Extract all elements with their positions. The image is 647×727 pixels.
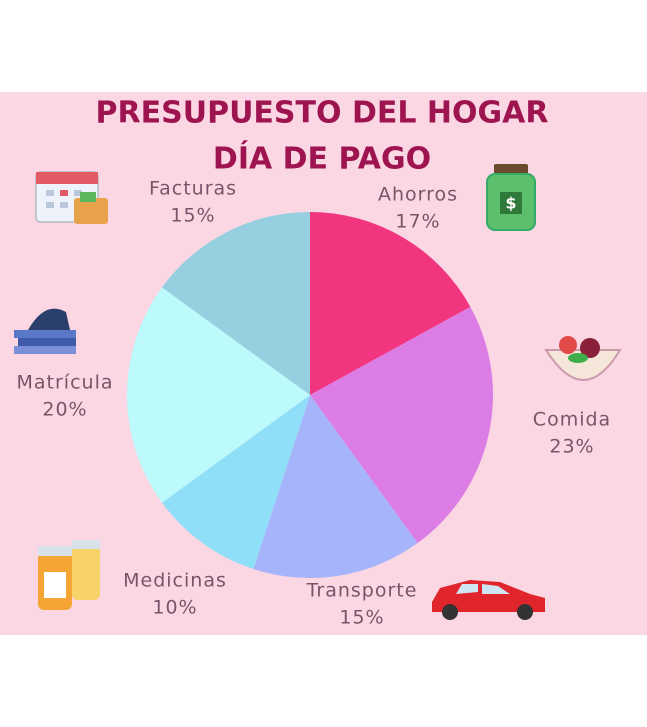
slice-value-label: 23%: [549, 436, 594, 458]
books-icon: [14, 308, 76, 354]
pie-slice: [310, 306, 493, 544]
slice-value-label: 15%: [170, 205, 215, 227]
slice-label: Transporte: [306, 580, 418, 602]
slice-label: Medicinas: [123, 570, 227, 592]
calendar-icon: [35, 171, 108, 224]
slice-label: Ahorros: [378, 184, 458, 206]
jar-icon: $: [486, 164, 536, 231]
chart-title: PRESUPUESTO DEL HOGAR: [96, 96, 549, 131]
bowl-icon: [544, 336, 622, 381]
pie-slice: [310, 212, 471, 395]
slice-value-label: 17%: [395, 211, 440, 233]
car-icon: [432, 580, 545, 620]
slice-label: Facturas: [149, 178, 237, 200]
slice-label: Comida: [533, 409, 611, 431]
slice-label: Matrícula: [17, 372, 114, 394]
pills-icon: [38, 540, 100, 610]
pie-slice: [161, 212, 310, 395]
pie-slice: [161, 395, 310, 570]
pie-slice: [127, 287, 310, 503]
slice-value-label: 15%: [339, 607, 384, 629]
chart-subtitle: DÍA DE PAGO: [213, 141, 431, 177]
svg-text:$: $: [505, 194, 516, 213]
pie-slice: [253, 395, 418, 578]
slice-value-label: 10%: [152, 597, 197, 619]
slice-value-label: 20%: [42, 399, 87, 421]
